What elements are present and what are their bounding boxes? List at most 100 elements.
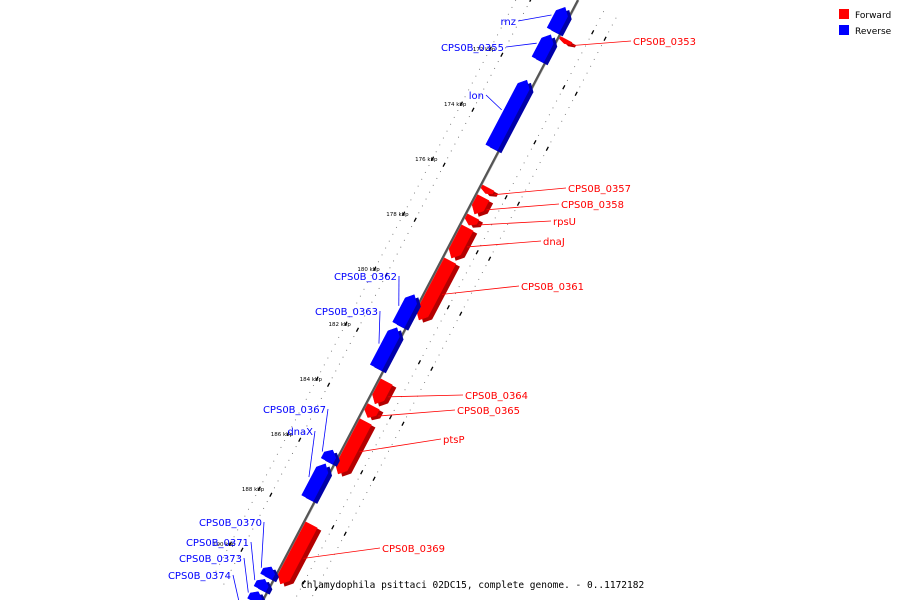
gene-label[interactable]: CPS0B_0371 — [186, 538, 249, 549]
gene-cps0b-0369[interactable] — [277, 521, 322, 587]
track-dot — [510, 216, 512, 219]
gene-label-connector — [478, 220, 552, 226]
gene-cps0b-0364[interactable] — [372, 378, 397, 407]
gene-arrow[interactable] — [416, 257, 457, 321]
gene-arrow[interactable] — [392, 294, 418, 329]
gene-arrow[interactable] — [260, 566, 276, 580]
track-dot — [409, 409, 411, 411]
gene-label-connector — [321, 408, 329, 452]
track-dot — [503, 230, 505, 232]
gene-label[interactable]: CPS0B_0373 — [179, 554, 242, 565]
gene-arrow[interactable] — [546, 6, 568, 35]
kbp-tick — [298, 437, 302, 442]
gene-label[interactable]: ptsP — [443, 435, 465, 446]
gene-arrow[interactable] — [364, 403, 380, 418]
gene-arrow[interactable] — [464, 213, 480, 226]
track-dot — [418, 212, 420, 214]
kbp-tick — [488, 46, 492, 51]
track-dot — [461, 129, 463, 131]
track-dot — [582, 79, 584, 81]
gene-arrow[interactable] — [301, 463, 329, 502]
gene-label[interactable]: CPS0B_0364 — [465, 391, 528, 402]
track-dot — [541, 127, 543, 130]
gene-cps0b-0361[interactable] — [416, 257, 460, 323]
gene-arrow[interactable] — [369, 327, 400, 371]
gene-arrow[interactable] — [253, 579, 269, 593]
gene-arrow[interactable] — [471, 194, 490, 215]
track-dot — [305, 398, 307, 400]
track-dot — [400, 246, 402, 248]
gene-label[interactable]: CPS0B_0358 — [561, 200, 624, 211]
gene-label[interactable]: CPS0B_0361 — [521, 282, 584, 293]
gene-arrow[interactable] — [480, 184, 495, 195]
gene-label[interactable]: rnz — [500, 17, 516, 28]
gene-label[interactable]: CPS0B_0353 — [633, 37, 696, 48]
kbp-tick-label: 174 kbp — [444, 102, 467, 108]
gene-label[interactable]: dnaJ — [543, 237, 565, 248]
gene-label[interactable]: CPS0B_0363 — [315, 307, 378, 318]
kbp-tick — [388, 415, 393, 420]
gene-label[interactable]: dnaX — [287, 427, 313, 438]
gene-arrow[interactable] — [531, 34, 554, 63]
gene-label[interactable]: CPS0B_0367 — [263, 405, 326, 416]
track-dot — [366, 491, 368, 494]
track-dot — [230, 569, 232, 571]
gene-cps0b-0363[interactable] — [369, 327, 404, 374]
track-dot — [556, 100, 558, 102]
gene-label[interactable]: CPS0B_0369 — [382, 544, 445, 555]
track-dot — [360, 322, 362, 324]
gene-ptsp[interactable] — [335, 418, 376, 477]
gene-label[interactable]: CPS0B_0365 — [457, 406, 520, 417]
track-dot — [574, 66, 576, 68]
gene-label[interactable]: CPS0B_0355 — [441, 43, 504, 54]
gene-label[interactable]: CPS0B_0357 — [568, 184, 631, 195]
gene-cps0b-0358[interactable] — [471, 194, 494, 217]
track-dot — [545, 121, 547, 123]
gene-cps0b-0370[interactable] — [260, 566, 279, 583]
gene-rnz[interactable] — [546, 6, 572, 37]
gene-arrow[interactable] — [372, 378, 393, 405]
gene-label[interactable]: rpsU — [553, 217, 576, 228]
track-dot — [245, 542, 247, 544]
kbp-tick-label: 178 kbp — [386, 212, 409, 218]
kbp-tick — [286, 431, 290, 436]
track-dot — [539, 161, 541, 164]
gene-arrow[interactable] — [485, 79, 530, 151]
gene-arrow[interactable] — [335, 418, 372, 475]
track-dot — [269, 467, 271, 469]
gene-cps0b-0362[interactable] — [392, 294, 421, 331]
gene-label[interactable]: lon — [469, 91, 484, 102]
gene-arrow[interactable] — [448, 224, 474, 259]
gene-arrow[interactable] — [277, 521, 318, 585]
track-dot — [454, 143, 456, 145]
track-dot — [342, 356, 344, 358]
track-dot — [413, 402, 415, 404]
track-dot — [433, 334, 435, 336]
track-dot — [479, 95, 481, 97]
track-dot — [597, 51, 599, 54]
gene-label[interactable]: CPS0B_0362 — [334, 272, 397, 283]
track-dot — [584, 45, 587, 47]
gene-dnaj[interactable] — [448, 224, 478, 261]
gene-cps0b-0373[interactable] — [247, 591, 266, 600]
track-dot — [353, 336, 355, 338]
track-dot — [353, 485, 356, 487]
track-dot — [237, 556, 239, 558]
gene-cps0b-0367[interactable] — [320, 449, 340, 467]
gene-arrow[interactable] — [320, 449, 337, 465]
track-dot — [470, 292, 473, 294]
gene-arrow[interactable] — [247, 591, 263, 600]
gene-label[interactable]: CPS0B_0370 — [199, 518, 262, 529]
gene-cps0b-0371[interactable] — [253, 579, 273, 595]
gene-arrow[interactable] — [559, 36, 573, 46]
gene-cps0b-0365[interactable] — [364, 403, 384, 421]
track-dot — [393, 260, 395, 262]
track-dot — [504, 47, 506, 49]
gene-lon[interactable] — [485, 79, 534, 154]
gene-dnax[interactable] — [301, 463, 333, 504]
track-dot — [335, 519, 337, 521]
gene-label[interactable]: CPS0B_0374 — [168, 571, 231, 582]
gene-cps0b-0355[interactable] — [531, 34, 558, 66]
track-dot — [600, 45, 603, 47]
